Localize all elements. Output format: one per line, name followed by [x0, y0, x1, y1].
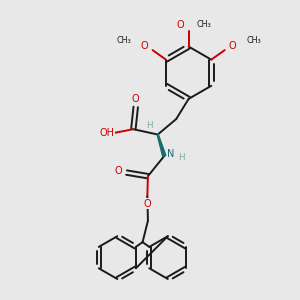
Text: OH: OH: [99, 128, 114, 138]
Text: O: O: [176, 20, 184, 30]
Text: CH₃: CH₃: [116, 36, 131, 45]
Text: O: O: [141, 41, 148, 51]
Text: O: O: [132, 94, 140, 103]
Text: H: H: [178, 153, 185, 162]
Text: O: O: [229, 41, 236, 51]
Text: N: N: [167, 148, 175, 159]
Text: CH₃: CH₃: [196, 20, 211, 29]
Polygon shape: [157, 134, 166, 156]
Text: H: H: [146, 121, 153, 130]
Text: O: O: [114, 166, 122, 176]
Text: CH₃: CH₃: [246, 36, 261, 45]
Text: O: O: [143, 199, 151, 209]
